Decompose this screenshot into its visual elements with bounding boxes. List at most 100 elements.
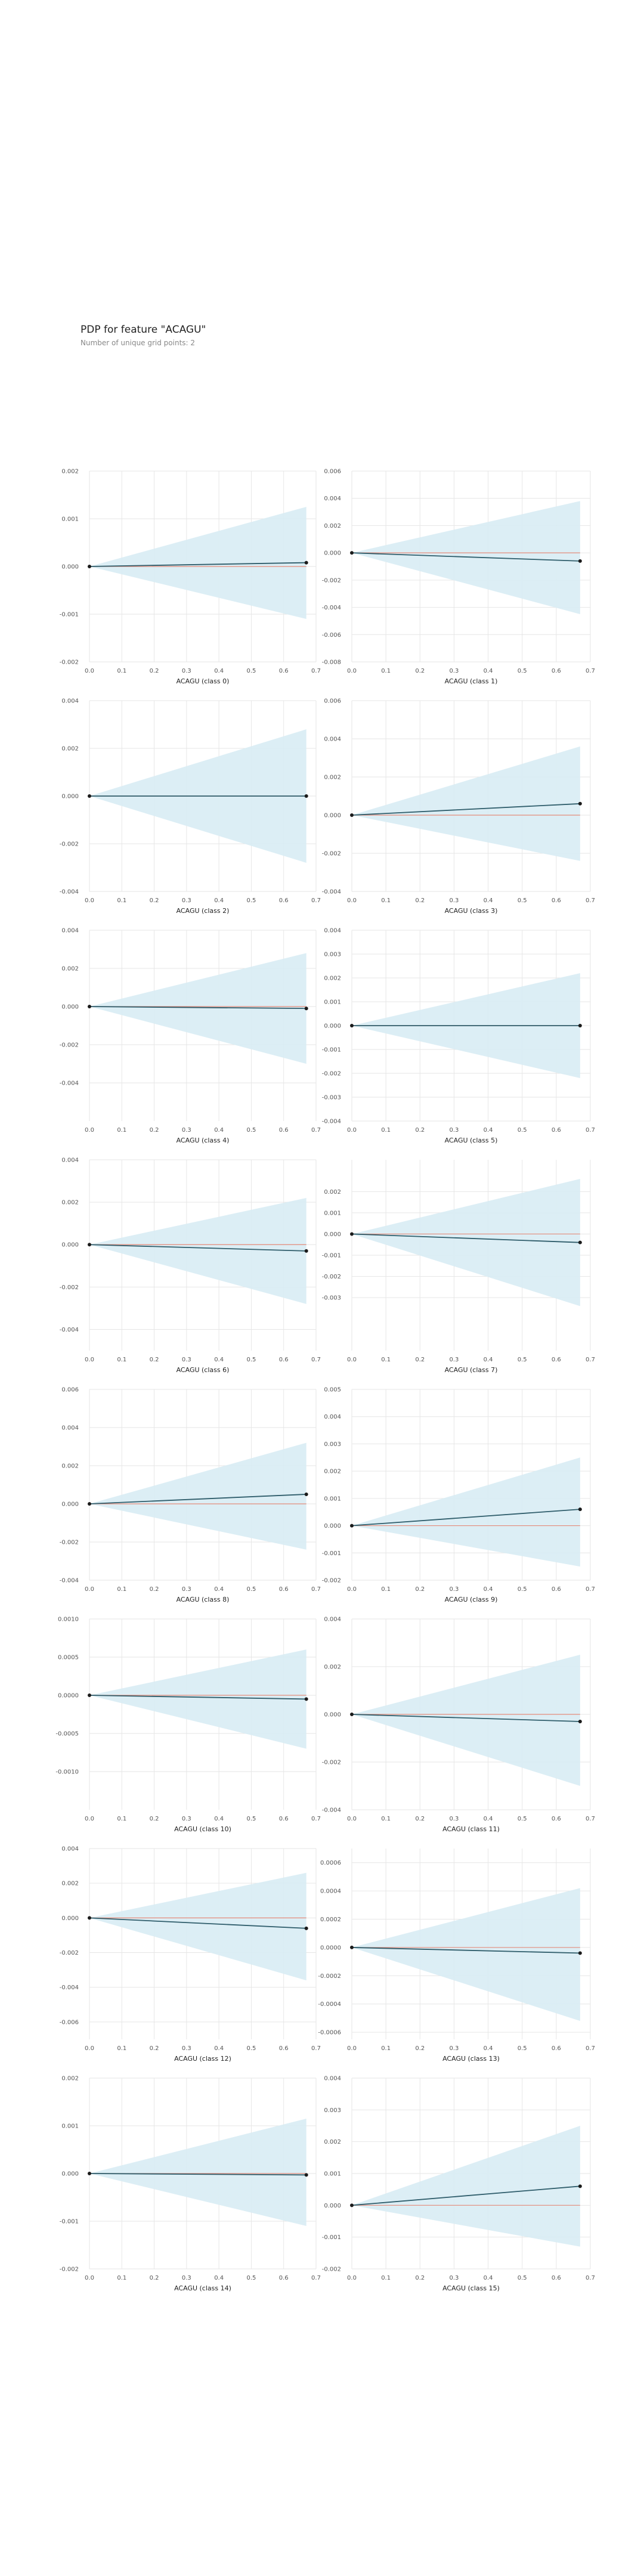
x-tick-label: 0.1: [117, 668, 126, 674]
x-tick-label: 0.2: [150, 2045, 159, 2052]
subplot-12: 0.0 0.1 0.2 0.3 0.4 0.5 0.6 0.7 0.004 0.002 0.000 -…: [60, 1846, 321, 2063]
x-tick-label: 0.4: [214, 2275, 224, 2281]
y-tick-label: 0.000: [61, 1915, 79, 1922]
pdp-point: [304, 1697, 308, 1701]
y-tick-label: 0.006: [61, 1387, 79, 1394]
y-tick-label: -0.004: [60, 889, 79, 896]
x-tick-label: 0.0: [85, 668, 94, 674]
x-tick-label: 0.1: [381, 2045, 391, 2052]
x-tick-label: 0.3: [449, 1357, 459, 1363]
pdp-line: [351, 552, 580, 562]
x-axis-label: ACAGU (class 7): [445, 1366, 498, 1374]
x-tick-label: 0.4: [484, 1816, 493, 1822]
y-tick-label: 0.004: [61, 698, 79, 705]
x-axis-label: ACAGU (class 3): [445, 907, 498, 915]
y-tick-label: 0.005: [324, 1387, 341, 1394]
y-tick-label: 0.001: [324, 2171, 341, 2178]
x-tick-label: 0.3: [449, 897, 459, 904]
y-tick-label: 0.004: [324, 736, 341, 743]
subplot-0: 0.0 0.1 0.2 0.3 0.4 0.5 0.6 0.7 0.002 0.001 0.000 -…: [60, 469, 321, 686]
x-tick-label: 0.2: [415, 1816, 425, 1822]
x-tick-label: 0.1: [117, 1357, 126, 1363]
subplot-3: 0.0 0.1 0.2 0.3 0.4 0.5 0.6 0.7 0.006 0.004 0.002 0…: [322, 698, 595, 915]
pdp-point: [88, 1502, 91, 1506]
x-axis-label: ACAGU (class 8): [177, 1596, 230, 1603]
x-tick-label: 0.6: [552, 1127, 561, 1134]
y-tick-label: 0.006: [324, 698, 341, 705]
y-tick-label: 0.0000: [320, 1945, 341, 1951]
subplot-2: 0.0 0.1 0.2 0.3 0.4 0.5 0.6 0.7 0.004 0.002 0.000 -…: [60, 698, 321, 915]
y-tick-label: -0.002: [322, 851, 341, 857]
x-tick-label: 0.2: [150, 2275, 159, 2281]
x-tick-label: 0.6: [279, 1357, 289, 1363]
x-tick-label: 0.2: [150, 897, 159, 904]
pdp-point: [304, 1493, 308, 1496]
x-tick-label: 0.5: [518, 897, 527, 904]
pdp-point: [578, 801, 582, 806]
x-tick-label: 0.2: [150, 1127, 159, 1134]
subplot-8: 0.0 0.1 0.2 0.3 0.4 0.5 0.6 0.7 0.006 0.004 0.002 0…: [60, 1387, 321, 1604]
pdp-line: [89, 1494, 306, 1504]
x-tick-label: 0.4: [484, 2275, 493, 2281]
pdp-point: [578, 1507, 582, 1512]
y-tick-label: 0.002: [324, 1664, 341, 1671]
x-tick-label: 0.0: [347, 1816, 357, 1822]
x-axis-label: ACAGU (class 15): [442, 2284, 500, 2292]
x-axis-label: ACAGU (class 10): [174, 1825, 231, 1833]
x-tick-label: 0.3: [449, 668, 459, 674]
subplot-11: 0.0 0.1 0.2 0.3 0.4 0.5 0.6 0.7 0.004 0.002 0.000 -…: [322, 1617, 595, 1834]
x-tick-label: 0.7: [311, 1816, 321, 1822]
x-tick-label: 0.6: [552, 1357, 561, 1363]
y-tick-label: -0.002: [322, 1578, 341, 1584]
pdp-point: [88, 565, 91, 568]
pdp-line: [351, 1714, 580, 1722]
x-tick-label: 0.1: [381, 1127, 391, 1134]
x-axis-label: ACAGU (class 4): [177, 1137, 230, 1144]
y-tick-label: 0.004: [61, 928, 79, 934]
x-axis-label: ACAGU (class 12): [174, 2055, 231, 2063]
y-tick-label: 0.004: [324, 1617, 341, 1623]
x-tick-label: 0.4: [214, 1816, 224, 1822]
pdp-point: [88, 1005, 91, 1008]
y-tick-label: -0.006: [322, 632, 341, 639]
y-tick-label: -0.004: [322, 605, 341, 611]
y-tick-label: -0.004: [60, 1080, 79, 1087]
confidence-band: [89, 1872, 306, 1981]
confidence-band: [89, 2119, 306, 2226]
x-tick-label: 0.7: [586, 2045, 595, 2052]
y-tick-label: 0.002: [324, 523, 341, 530]
x-axis-label: ACAGU (class 6): [177, 1366, 230, 1374]
pdp-line: [351, 803, 580, 816]
y-tick-label: 0.000: [61, 564, 79, 571]
confidence-band: [352, 1457, 580, 1567]
pdp-line: [89, 1695, 306, 1700]
confidence-band: [352, 746, 580, 861]
y-tick-label: 0.004: [324, 1414, 341, 1420]
y-tick-label: -0.004: [322, 1119, 341, 1125]
pdp-point: [88, 794, 91, 798]
x-tick-label: 0.6: [279, 897, 289, 904]
x-tick-label: 0.6: [279, 1586, 289, 1593]
x-tick-label: 0.3: [449, 2275, 459, 2281]
y-tick-label: 0.004: [61, 1846, 79, 1853]
x-tick-label: 0.3: [449, 1816, 459, 1822]
pdp-point: [578, 1240, 582, 1244]
y-tick-label: 0.001: [61, 516, 79, 523]
x-tick-label: 0.5: [518, 1357, 527, 1363]
pdp-point: [304, 1249, 308, 1253]
subplot-10: 0.0 0.1 0.2 0.3 0.4 0.5 0.6 0.7 0.0010 0.0005 0.00…: [55, 1617, 321, 1834]
x-tick-label: 0.5: [246, 668, 256, 674]
y-tick-label: 0.001: [324, 1496, 341, 1502]
x-tick-label: 0.3: [182, 897, 191, 904]
y-tick-label: -0.004: [322, 1807, 341, 1814]
x-tick-label: 0.6: [279, 668, 289, 674]
x-tick-label: 0.1: [117, 1127, 126, 1134]
y-tick-label: -0.002: [322, 577, 341, 584]
y-tick-label: -0.001: [60, 612, 79, 618]
y-tick-label: 0.004: [61, 1157, 79, 1164]
subplot-9: 0.0 0.1 0.2 0.3 0.4 0.5 0.6 0.7 0.005 0.004 0.003 0…: [322, 1387, 595, 1604]
pdp-line: [351, 1233, 580, 1243]
y-tick-label: 0.002: [324, 775, 341, 781]
x-tick-label: 0.2: [150, 1586, 159, 1593]
